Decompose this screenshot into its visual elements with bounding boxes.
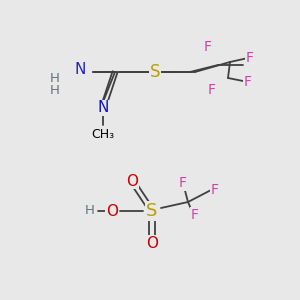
Text: F: F: [191, 208, 199, 222]
Text: O: O: [146, 236, 158, 250]
Text: O: O: [106, 203, 118, 218]
Text: O: O: [126, 173, 138, 188]
Text: F: F: [179, 176, 187, 190]
Text: F: F: [208, 83, 216, 97]
Text: F: F: [211, 183, 219, 197]
Text: F: F: [244, 75, 252, 89]
Text: F: F: [246, 51, 254, 65]
Text: N: N: [74, 62, 86, 77]
Text: H: H: [50, 71, 60, 85]
Text: S: S: [150, 63, 160, 81]
Text: N: N: [97, 100, 109, 116]
Text: H: H: [85, 205, 95, 218]
Text: F: F: [204, 40, 212, 54]
Text: H: H: [50, 83, 60, 97]
Text: S: S: [146, 202, 158, 220]
Text: CH₃: CH₃: [92, 128, 115, 142]
